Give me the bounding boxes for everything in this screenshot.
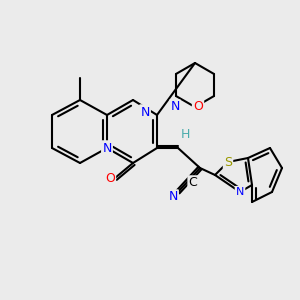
Text: N: N <box>168 190 178 203</box>
Text: N: N <box>170 100 180 113</box>
Text: S: S <box>224 155 232 169</box>
Text: C: C <box>189 176 197 190</box>
Text: O: O <box>105 172 115 184</box>
Text: N: N <box>140 106 150 118</box>
Text: H: H <box>180 128 190 142</box>
Text: N: N <box>102 142 112 154</box>
Text: N: N <box>236 187 244 197</box>
Text: O: O <box>193 100 203 113</box>
